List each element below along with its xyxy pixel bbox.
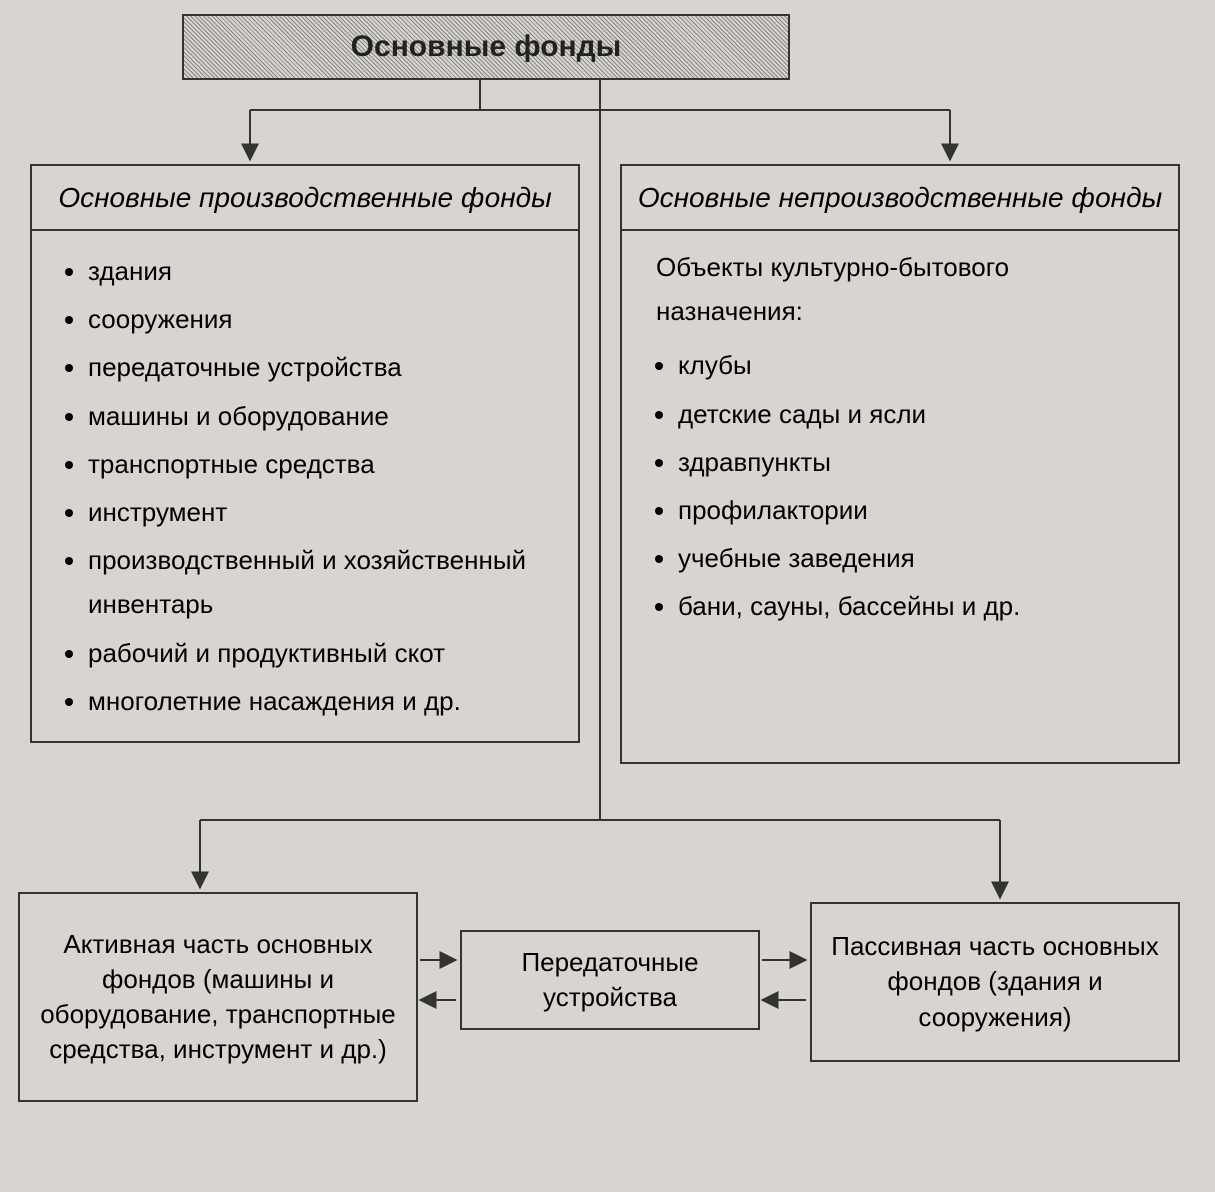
right-panel-lead: Объекты культурно-бытового назначения: <box>656 245 1154 333</box>
bottom-mid-box: Передаточные устройства <box>460 930 760 1030</box>
right-panel-title: Основные непроизводственные фонды <box>622 166 1178 231</box>
left-panel: Основные производственные фонды здания с… <box>30 164 580 743</box>
list-item: инструмент <box>88 490 554 534</box>
list-item: бани, сауны, бассейны и др. <box>678 584 1154 628</box>
right-panel-body: Объекты культурно-бытового назначения: к… <box>622 231 1178 647</box>
list-item: производственный и хозяйственный инвента… <box>88 538 554 626</box>
list-item: здравпункты <box>678 440 1154 484</box>
left-panel-title: Основные производственные фонды <box>32 166 578 231</box>
title-label: Основные фонды <box>351 30 622 63</box>
list-item: учебные заведения <box>678 536 1154 580</box>
list-item: многолетние насаждения и др. <box>88 679 554 723</box>
bottom-left-label: Активная часть основных фондов (машины и… <box>34 927 402 1067</box>
list-item: сооружения <box>88 297 554 341</box>
list-item: детские сады и ясли <box>678 392 1154 436</box>
list-item: рабочий и продуктивный скот <box>88 631 554 675</box>
list-item: передаточные устройства <box>88 345 554 389</box>
list-item: машины и оборудование <box>88 394 554 438</box>
list-item: здания <box>88 249 554 293</box>
bottom-right-box: Пассивная часть основных фондов (здания … <box>810 902 1180 1062</box>
bottom-mid-label: Передаточные устройства <box>476 945 744 1015</box>
left-panel-body: здания сооружения передаточные устройств… <box>32 231 578 741</box>
diagram-canvas: Основные фонды Основные производственные… <box>0 0 1215 1192</box>
bottom-right-label: Пассивная часть основных фондов (здания … <box>826 929 1164 1034</box>
list-item: транспортные средства <box>88 442 554 486</box>
right-panel: Основные непроизводственные фонды Объект… <box>620 164 1180 764</box>
list-item: профилактории <box>678 488 1154 532</box>
bottom-left-box: Активная часть основных фондов (машины и… <box>18 892 418 1102</box>
list-item: клубы <box>678 343 1154 387</box>
title-box: Основные фонды <box>182 14 790 80</box>
